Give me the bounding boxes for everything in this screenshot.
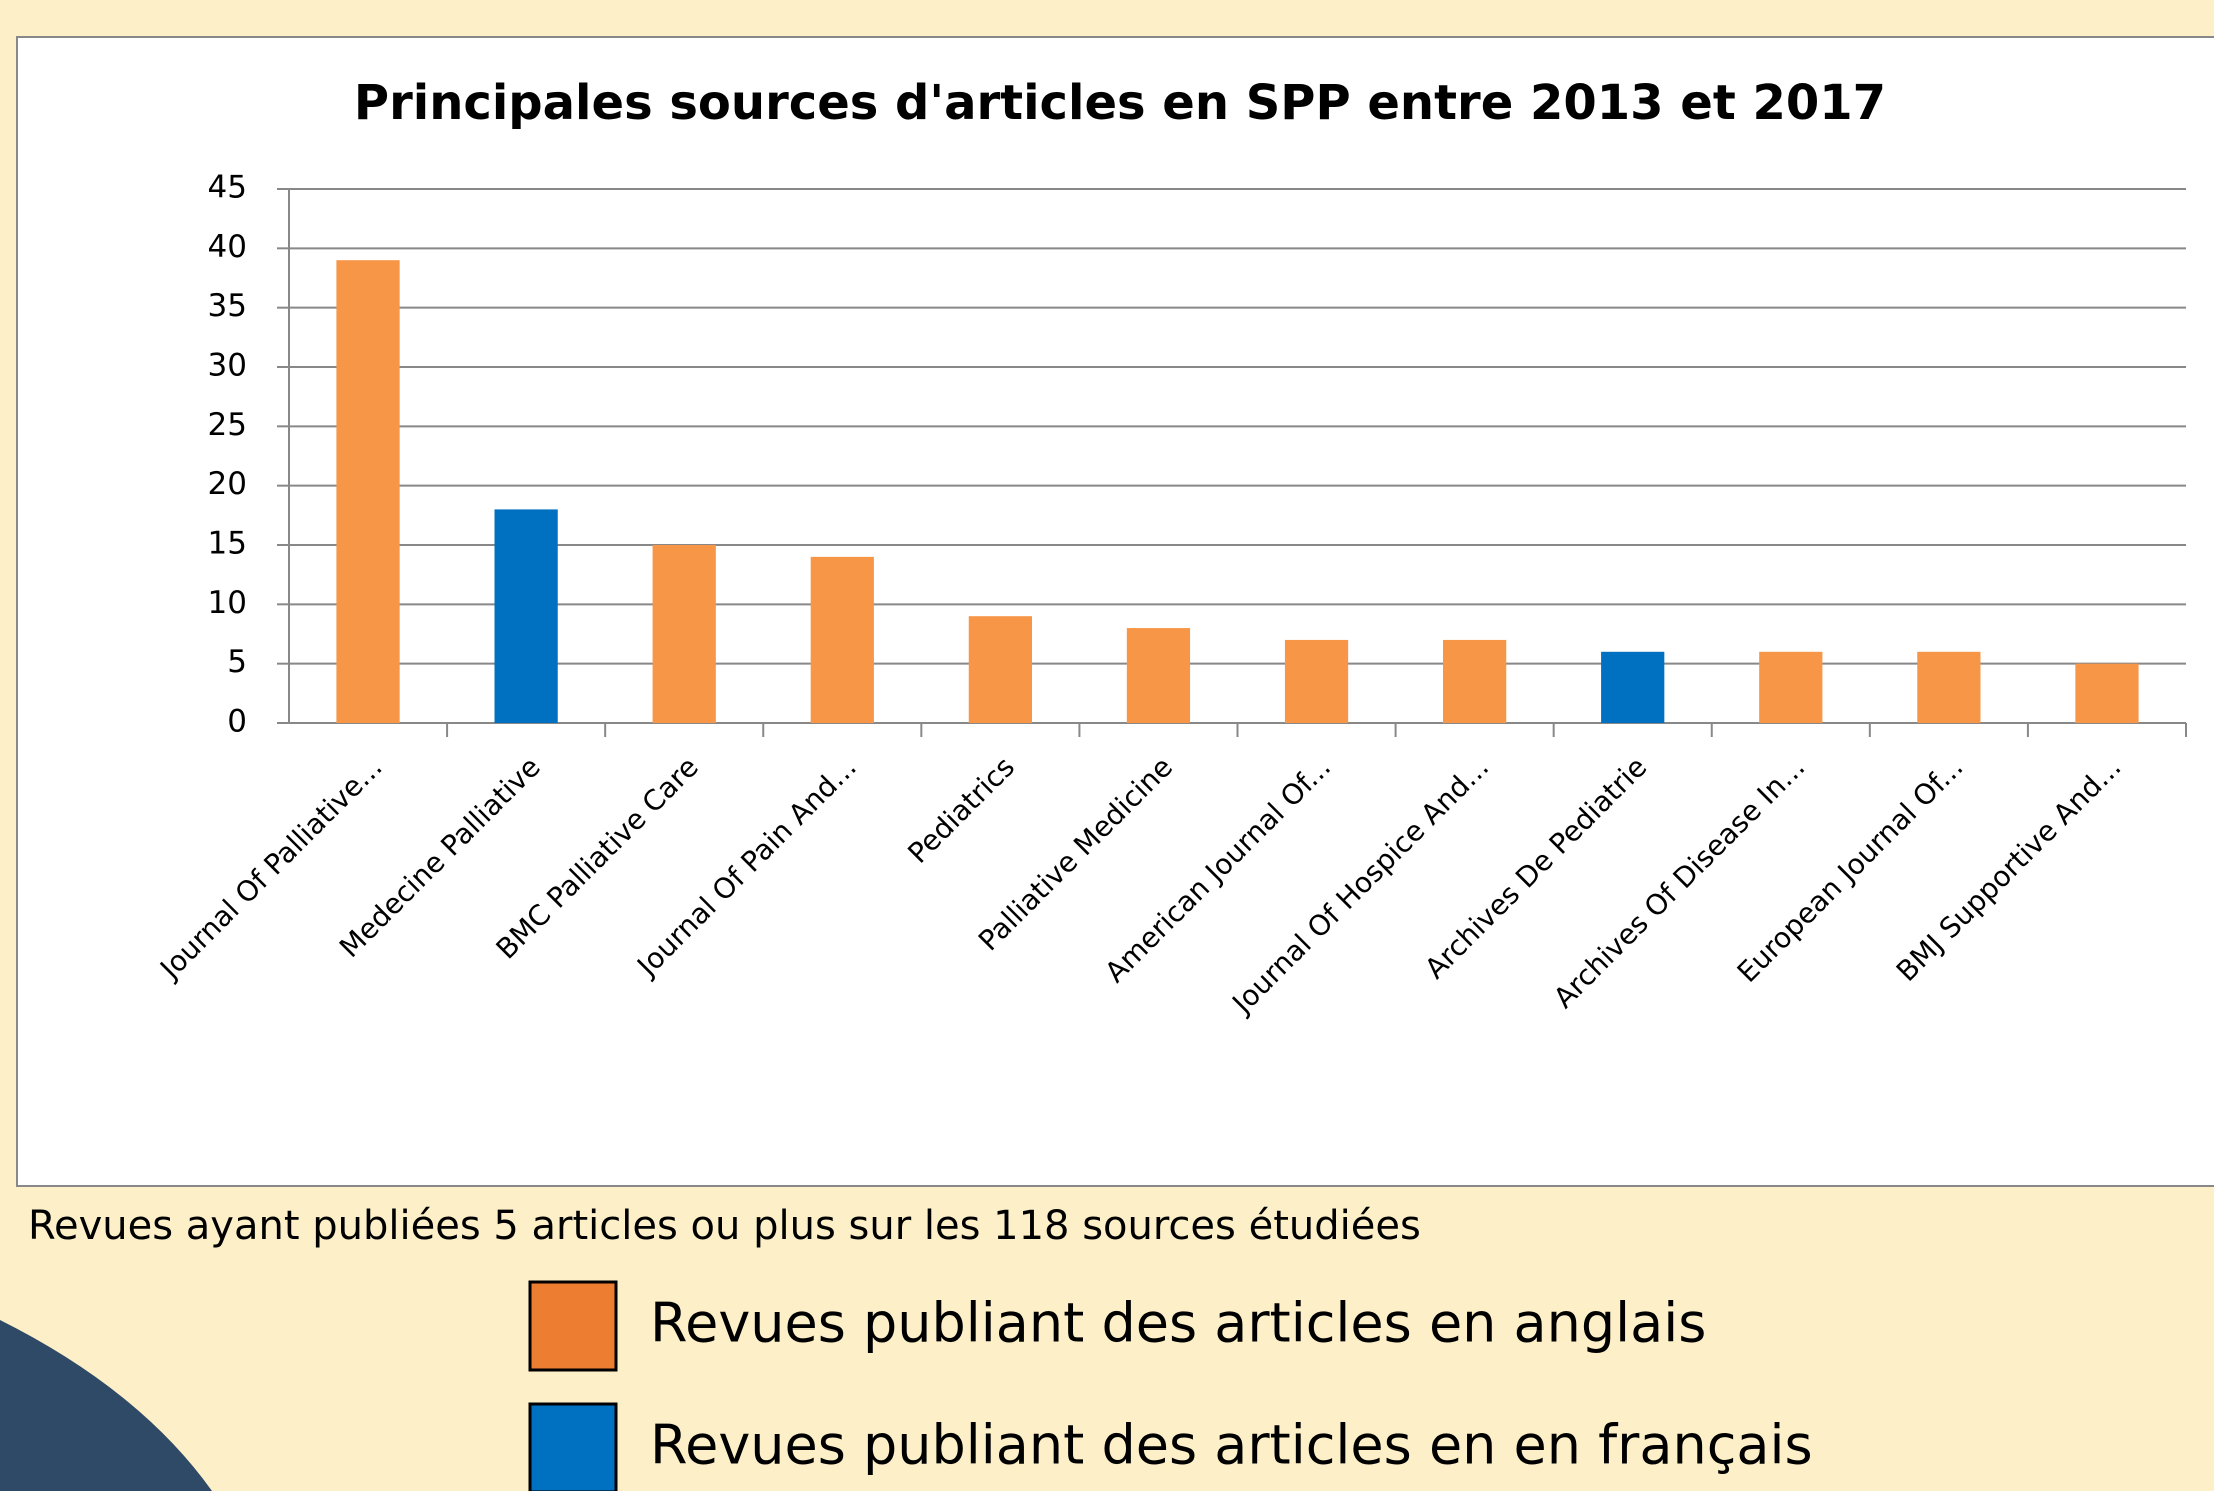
bar xyxy=(1917,651,1981,723)
bar xyxy=(810,556,874,723)
bar xyxy=(1443,639,1507,723)
y-tick-label: 30 xyxy=(208,348,247,384)
legend-label: Revues publiant des articles en anglais xyxy=(650,1292,1706,1355)
legend-swatch xyxy=(528,1402,618,1491)
bar xyxy=(1759,651,1823,723)
bar xyxy=(968,616,1032,723)
bar xyxy=(2075,663,2139,723)
bar xyxy=(1126,628,1191,723)
y-tick-label: 5 xyxy=(227,644,247,680)
bar xyxy=(1601,651,1665,723)
bar xyxy=(1284,639,1349,723)
legend-swatch xyxy=(528,1280,618,1372)
bar xyxy=(652,545,716,723)
y-tick-label: 35 xyxy=(208,288,247,324)
bar xyxy=(336,260,400,723)
decor-shape xyxy=(0,1320,212,1491)
y-tick-label: 15 xyxy=(208,526,247,562)
bar xyxy=(494,509,558,723)
chart-title: Principales sources d'articles en SPP en… xyxy=(354,75,1886,131)
y-tick-label: 40 xyxy=(208,229,247,265)
y-tick-label: 45 xyxy=(208,170,247,206)
y-tick-label: 10 xyxy=(208,585,247,621)
y-tick-label: 20 xyxy=(208,466,247,502)
y-tick-label: 0 xyxy=(227,704,247,740)
y-tick-label: 25 xyxy=(208,407,247,443)
caption: Revues ayant publiées 5 articles ou plus… xyxy=(28,1203,1421,1249)
legend-label: Revues publiant des articles en en franç… xyxy=(650,1414,1813,1477)
